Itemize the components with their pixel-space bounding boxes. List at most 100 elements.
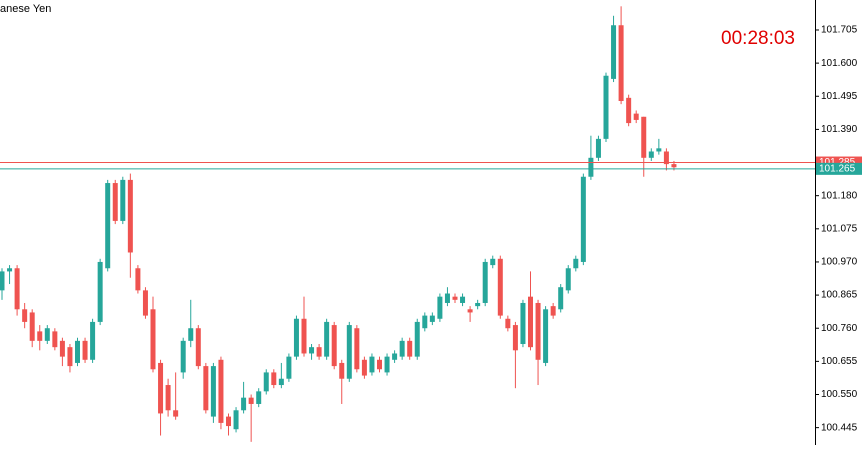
candle-body bbox=[256, 391, 262, 404]
price-label: 101.265 bbox=[819, 163, 856, 174]
candle-body bbox=[656, 148, 662, 152]
candle-body bbox=[309, 347, 315, 354]
y-tick-label: 100.760 bbox=[821, 323, 858, 334]
candle-body bbox=[218, 359, 224, 423]
candle-body bbox=[490, 258, 496, 266]
candle-body bbox=[422, 315, 428, 329]
candle-body bbox=[44, 328, 50, 341]
y-tick-label: 100.970 bbox=[821, 257, 858, 268]
candle-body bbox=[633, 113, 639, 120]
candle-body bbox=[369, 356, 375, 373]
y-tick-label: 101.495 bbox=[821, 91, 858, 102]
candle-body bbox=[7, 268, 13, 272]
candle-body bbox=[618, 25, 624, 101]
candle-body bbox=[75, 340, 80, 363]
candle-body bbox=[226, 416, 231, 427]
y-tick-label: 100.655 bbox=[821, 356, 858, 367]
candle-body bbox=[482, 261, 488, 303]
y-tick-label: 101.705 bbox=[821, 25, 858, 36]
y-tick-label: 100.445 bbox=[821, 422, 858, 433]
candle-body bbox=[0, 271, 5, 291]
candle-body bbox=[512, 325, 518, 351]
candle-body bbox=[565, 268, 571, 291]
candle-body bbox=[37, 331, 43, 341]
y-tick-label: 100.550 bbox=[821, 389, 858, 400]
candle-body bbox=[324, 321, 330, 357]
candle-body bbox=[558, 287, 564, 310]
candle-body bbox=[603, 75, 609, 139]
candle-body bbox=[67, 347, 73, 367]
candle-body bbox=[241, 397, 247, 411]
candle-body bbox=[588, 157, 594, 177]
y-tick-label: 101.180 bbox=[821, 190, 858, 201]
candle-body bbox=[14, 268, 20, 310]
candle-body bbox=[346, 325, 352, 379]
candle-body bbox=[59, 340, 65, 357]
candle-body bbox=[444, 293, 450, 303]
candle-body bbox=[429, 315, 435, 322]
candle-body bbox=[580, 176, 586, 262]
candle-body bbox=[414, 321, 420, 357]
candle-body bbox=[392, 353, 398, 360]
candle-body bbox=[550, 306, 556, 316]
candle-body bbox=[331, 325, 337, 367]
candle-body bbox=[263, 372, 269, 392]
candle-body bbox=[399, 340, 405, 357]
candle-body bbox=[505, 318, 511, 329]
candle-body bbox=[150, 309, 156, 370]
candle-body bbox=[278, 378, 284, 386]
candle-body bbox=[210, 366, 216, 417]
candle-body bbox=[437, 296, 443, 319]
candle-body bbox=[165, 385, 171, 411]
candle-body bbox=[407, 340, 413, 357]
candle-body bbox=[158, 362, 164, 414]
price-label: 101.285 bbox=[819, 157, 856, 168]
candle-body bbox=[142, 290, 148, 316]
candle-body bbox=[52, 331, 58, 348]
candle-body bbox=[467, 309, 473, 313]
candle-body bbox=[671, 164, 677, 168]
candle-body bbox=[339, 362, 345, 379]
candle-body bbox=[384, 356, 390, 373]
candle-body bbox=[82, 340, 88, 360]
candle-body bbox=[271, 372, 277, 386]
chart-title: anese Yen bbox=[0, 3, 51, 15]
candle-body bbox=[460, 296, 466, 303]
candle-body bbox=[520, 302, 526, 345]
candle-body bbox=[90, 321, 96, 360]
candle-body bbox=[293, 318, 299, 357]
candle-body bbox=[203, 366, 209, 411]
candle-body bbox=[188, 328, 194, 341]
candle-body bbox=[233, 410, 239, 430]
candle-body bbox=[641, 116, 647, 158]
candle-body bbox=[127, 179, 133, 253]
candle-body bbox=[105, 183, 111, 269]
candle-body bbox=[497, 258, 503, 316]
candle-body bbox=[648, 151, 654, 158]
candle-body bbox=[97, 261, 103, 322]
candle-body bbox=[663, 151, 669, 165]
candle-body bbox=[626, 97, 632, 124]
candle-body bbox=[120, 179, 126, 221]
candle-body bbox=[354, 328, 360, 370]
candle-body bbox=[452, 296, 458, 300]
candle-body bbox=[112, 183, 118, 221]
price-label-box bbox=[816, 162, 862, 175]
candle-body bbox=[173, 410, 179, 417]
candle-body bbox=[195, 328, 201, 367]
candle-body bbox=[316, 347, 322, 357]
y-tick-label: 101.075 bbox=[821, 223, 858, 234]
candle-body bbox=[180, 340, 186, 373]
candle-body bbox=[301, 318, 307, 354]
candle-body bbox=[135, 268, 141, 291]
y-tick-label: 101.390 bbox=[821, 124, 858, 135]
candle-body bbox=[286, 356, 292, 379]
candle-body bbox=[22, 309, 28, 322]
candle-body bbox=[248, 397, 254, 404]
candle-body bbox=[528, 296, 533, 348]
candle-body bbox=[361, 359, 367, 376]
candle-body bbox=[535, 302, 541, 360]
candle-body bbox=[29, 312, 35, 341]
